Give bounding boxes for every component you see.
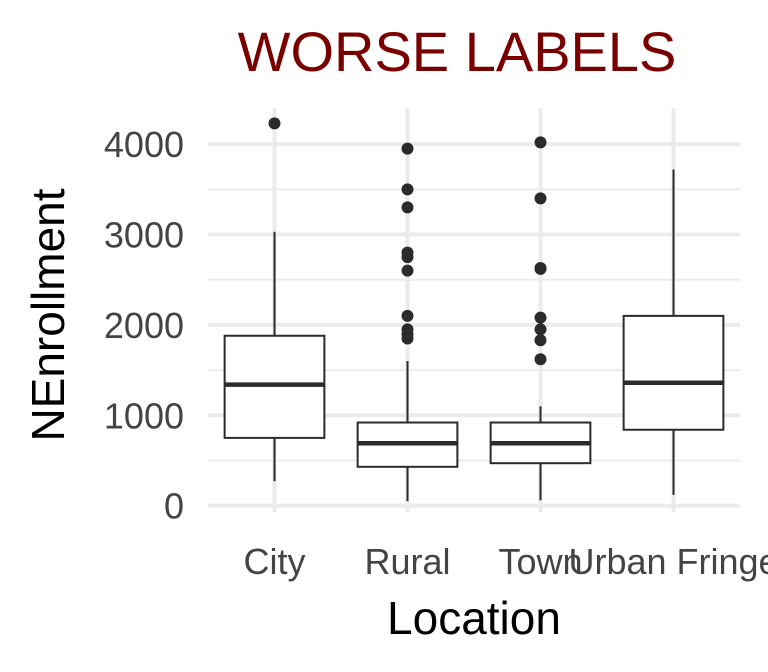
x-axis-title: Location <box>387 592 561 644</box>
outlier-point <box>401 246 414 259</box>
grid-lines <box>208 108 740 512</box>
x-tick-label: City <box>244 541 306 582</box>
outlier-point <box>534 353 547 366</box>
y-tick-label: 2000 <box>104 305 184 346</box>
box-series <box>223 117 725 502</box>
y-axis-title: NEnrollment <box>22 188 74 441</box>
y-tick-label: 4000 <box>104 124 184 165</box>
y-tick-label: 0 <box>164 486 184 527</box>
box-iqr <box>223 334 326 439</box>
outlier-point <box>534 311 547 324</box>
y-tick-labels: 0 1000 2000 3000 4000 <box>104 124 184 527</box>
box-town <box>489 136 592 501</box>
outlier-point <box>401 142 414 155</box>
outlier-point <box>534 261 547 274</box>
box-iqr <box>622 314 725 431</box>
outlier-point <box>401 183 414 196</box>
x-tick-label: Urban Fringe <box>568 541 768 582</box>
y-tick-label: 3000 <box>104 215 184 256</box>
outlier-point <box>534 334 547 347</box>
outlier-point <box>401 309 414 322</box>
outlier-point <box>268 117 281 130</box>
box-rural <box>356 142 459 502</box>
outlier-point <box>401 264 414 277</box>
outlier-point <box>401 201 414 214</box>
box-city <box>223 117 326 482</box>
outlier-point <box>401 323 414 336</box>
chart-title: WORSE LABELS <box>238 20 677 83</box>
x-tick-label: Town <box>498 541 582 582</box>
outlier-point <box>534 136 547 149</box>
y-tick-label: 1000 <box>104 395 184 436</box>
x-tick-label: Rural <box>364 541 450 582</box>
box-urban-fringe <box>622 169 725 495</box>
outlier-point <box>534 192 547 205</box>
outlier-point <box>534 323 547 336</box>
